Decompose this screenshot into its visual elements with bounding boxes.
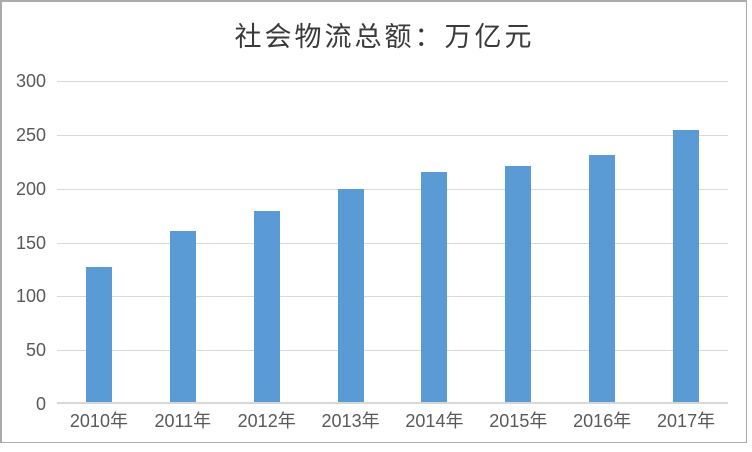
x-tick-label-2011年: 2011年 bbox=[154, 411, 212, 431]
bar-2011年 bbox=[169, 231, 196, 402]
bar-2012年 bbox=[253, 211, 280, 402]
y-tick-label-150: 150 bbox=[15, 232, 46, 253]
gridline-200 bbox=[57, 188, 728, 190]
gridline-250 bbox=[57, 134, 728, 136]
x-tick-label-2013年: 2013年 bbox=[321, 411, 380, 431]
y-tick-label-50: 50 bbox=[25, 340, 46, 361]
gridline-50 bbox=[57, 350, 728, 352]
x-tick-label-2012年: 2012年 bbox=[237, 411, 296, 431]
y-tick-label-300: 300 bbox=[15, 71, 46, 91]
x-tick-label-2015年: 2015年 bbox=[489, 411, 548, 431]
chart-frame: 社会物流总额：万亿元 0 50 100 150 200 250 300 2010年 2011年… bbox=[0, 0, 747, 443]
x-tick-label-2014年: 2014年 bbox=[405, 411, 464, 431]
bar-2017年 bbox=[673, 129, 700, 402]
bar-2016年 bbox=[589, 154, 616, 402]
y-tick-label-100: 100 bbox=[15, 286, 46, 307]
gridline-150 bbox=[57, 242, 728, 244]
x-tick-label-2016年: 2016年 bbox=[573, 411, 632, 431]
plot-area bbox=[57, 81, 728, 404]
y-tick-label-0: 0 bbox=[35, 394, 46, 414]
y-tick-label-200: 200 bbox=[15, 178, 46, 199]
x-axis-line bbox=[57, 402, 728, 404]
x-tick-label-2017年: 2017年 bbox=[657, 411, 716, 431]
gridline-300 bbox=[57, 81, 728, 82]
x-tick-label-2010年: 2010年 bbox=[69, 411, 128, 431]
chart-title: 社会物流总额：万亿元 bbox=[234, 22, 535, 53]
gridline-100 bbox=[57, 296, 728, 298]
bar-2014年 bbox=[421, 172, 448, 402]
bar-2013年 bbox=[337, 189, 364, 402]
y-tick-label-250: 250 bbox=[15, 124, 46, 145]
bar-2010年 bbox=[85, 267, 112, 402]
bar-2015年 bbox=[505, 166, 532, 402]
